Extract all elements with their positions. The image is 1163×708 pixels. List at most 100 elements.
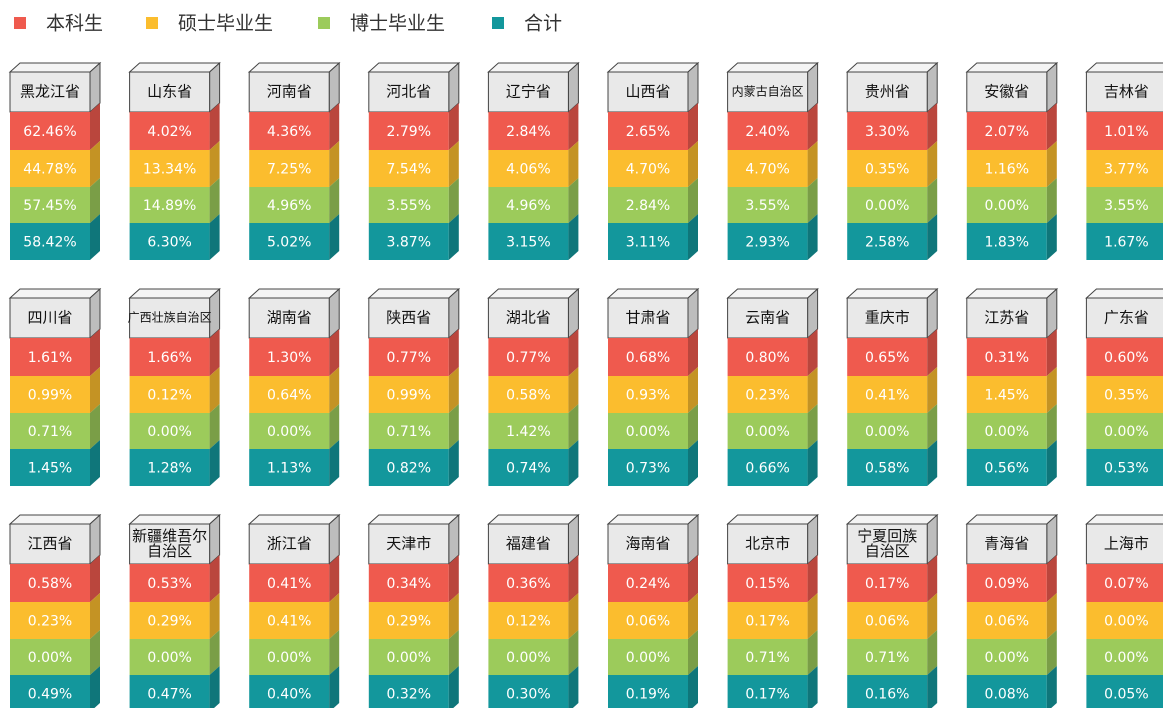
value-label: 0.12%: [506, 614, 550, 630]
province-block: 浙江省 0.41% 0.41% 0.00% 0.40%: [247, 513, 341, 708]
value-label: 7.54%: [387, 162, 431, 178]
value-cell: [129, 675, 210, 708]
value-cell: [1086, 338, 1163, 376]
value-cell: [966, 564, 1047, 602]
block-header: [966, 523, 1048, 565]
cell-side: [329, 630, 340, 675]
block-header: [129, 71, 211, 113]
value-label: 0.74%: [506, 461, 550, 477]
value-cell: [129, 150, 210, 187]
value-cell: [488, 150, 569, 187]
value-label: 0.41%: [865, 388, 909, 404]
cell-side: [688, 329, 698, 376]
value-cell: [727, 187, 808, 223]
province-name: 天津市: [386, 535, 431, 553]
block-header: [727, 297, 809, 339]
value-cell: [488, 675, 569, 708]
value-cell: [1086, 602, 1163, 639]
cell-side: [448, 666, 459, 708]
value-label: 0.00%: [865, 198, 909, 214]
value-label: 62.46%: [23, 124, 76, 140]
value-label: 0.00%: [1104, 424, 1148, 440]
value-label: 3.55%: [1104, 198, 1148, 214]
cell-side: [688, 103, 698, 150]
value-cell: [10, 413, 90, 449]
value-cell: [727, 413, 808, 449]
cell-side: [90, 178, 100, 223]
cell-side: [927, 555, 938, 602]
province-name: 陕西省: [386, 309, 431, 327]
value-label: 0.00%: [1104, 650, 1148, 666]
value-label: 2.79%: [387, 124, 431, 140]
value-label: 0.00%: [985, 198, 1029, 214]
value-label: 0.71%: [745, 650, 789, 666]
cell-side: [329, 141, 340, 187]
cell-side: [1046, 440, 1057, 486]
value-cell: [608, 413, 688, 449]
value-label: 2.58%: [865, 235, 909, 251]
cell-side: [1046, 214, 1057, 260]
value-label: 5.02%: [267, 235, 311, 251]
cell-side: [688, 214, 698, 260]
cell-side: [209, 141, 220, 187]
block-top: [8, 514, 102, 525]
value-label: 0.00%: [626, 650, 670, 666]
value-cell: [129, 449, 210, 486]
cell-side: [448, 214, 459, 260]
value-cell: [129, 639, 210, 675]
value-cell: [608, 150, 688, 187]
value-label: 13.34%: [143, 162, 196, 178]
value-label: 0.47%: [147, 687, 191, 703]
value-cell: [847, 413, 928, 449]
legend-swatch: [14, 17, 26, 29]
province-name: 广西壮族自治区: [128, 311, 212, 325]
value-cell: [608, 449, 688, 486]
block-header: [9, 71, 91, 113]
value-label: 0.17%: [745, 687, 789, 703]
cell-side: [568, 666, 579, 708]
value-label: 1.01%: [1104, 124, 1148, 140]
block-top: [367, 62, 461, 73]
value-cell: [847, 376, 928, 413]
value-cell: [488, 449, 569, 486]
value-cell: [1086, 449, 1163, 486]
cell-side: [90, 214, 100, 260]
cell-side: [807, 141, 818, 187]
value-cell: [249, 449, 330, 486]
block-top: [247, 62, 341, 73]
value-cell: [966, 449, 1047, 486]
cell-side: [1046, 178, 1057, 223]
legend-label: 博士毕业生: [350, 13, 445, 35]
value-cell: [368, 376, 449, 413]
value-cell: [368, 150, 449, 187]
value-cell: [847, 675, 928, 708]
province-block: 广西壮族自治区 1.66% 0.12% 0.00% 1.28%: [128, 287, 221, 486]
value-label: 4.96%: [506, 198, 550, 214]
block-header: [368, 71, 450, 113]
block-top: [606, 62, 700, 73]
cell-side: [568, 103, 579, 150]
cell-side: [688, 440, 698, 486]
value-cell: [1086, 150, 1163, 187]
value-label: 0.00%: [267, 650, 311, 666]
province-name: 自治区: [865, 542, 910, 560]
value-label: 0.58%: [28, 576, 72, 592]
legend-swatch: [492, 17, 504, 29]
block-top: [845, 62, 939, 73]
value-cell: [10, 187, 90, 223]
value-cell: [608, 187, 688, 223]
cell-side: [807, 593, 818, 639]
cell-side: [90, 666, 100, 708]
province-block: 重庆市 0.65% 0.41% 0.00% 0.58%: [845, 287, 939, 486]
province-block: 河北省 2.79% 7.54% 3.55% 3.87%: [367, 61, 461, 260]
value-cell: [368, 112, 449, 150]
cell-side: [329, 329, 340, 376]
cell-side: [568, 593, 579, 639]
province-name: 北京市: [745, 535, 790, 553]
cell-side: [448, 630, 459, 675]
province-name: 宁夏回族: [857, 527, 917, 545]
value-label: 0.16%: [865, 687, 909, 703]
value-cell: [1086, 376, 1163, 413]
value-label: 0.66%: [745, 461, 789, 477]
